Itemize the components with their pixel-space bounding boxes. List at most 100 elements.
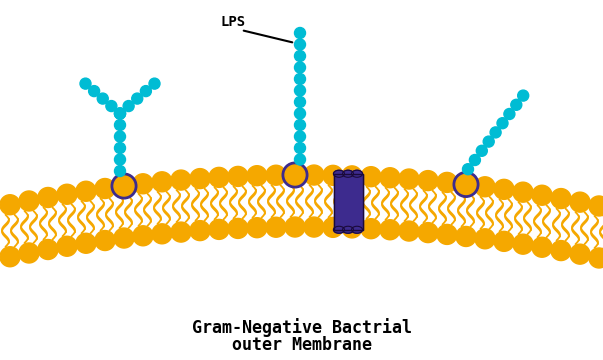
Circle shape: [19, 243, 39, 263]
Circle shape: [589, 196, 603, 216]
Circle shape: [437, 172, 457, 192]
Circle shape: [513, 182, 533, 202]
Circle shape: [114, 176, 134, 196]
Circle shape: [294, 143, 306, 153]
Circle shape: [209, 167, 229, 188]
Circle shape: [361, 167, 381, 187]
Circle shape: [532, 185, 552, 205]
Circle shape: [38, 188, 58, 207]
Ellipse shape: [352, 226, 362, 233]
Circle shape: [513, 234, 533, 254]
Circle shape: [282, 162, 308, 188]
Ellipse shape: [343, 226, 353, 233]
Circle shape: [115, 120, 125, 131]
Ellipse shape: [333, 170, 344, 177]
Circle shape: [247, 166, 267, 186]
Circle shape: [570, 244, 590, 264]
Circle shape: [570, 192, 590, 212]
Circle shape: [80, 78, 91, 89]
Circle shape: [494, 231, 514, 251]
Circle shape: [97, 93, 109, 104]
Circle shape: [494, 179, 514, 199]
Circle shape: [294, 85, 306, 96]
Circle shape: [483, 136, 494, 147]
Circle shape: [551, 240, 571, 261]
Circle shape: [294, 39, 306, 50]
Circle shape: [247, 218, 267, 238]
Circle shape: [294, 96, 306, 108]
Circle shape: [171, 170, 191, 190]
Circle shape: [38, 239, 58, 260]
Circle shape: [133, 174, 153, 194]
Circle shape: [532, 237, 552, 257]
Circle shape: [456, 175, 476, 194]
Circle shape: [115, 108, 125, 119]
Circle shape: [589, 248, 603, 268]
Ellipse shape: [333, 226, 344, 233]
Circle shape: [57, 236, 77, 256]
Circle shape: [323, 165, 343, 185]
Circle shape: [149, 78, 160, 89]
Circle shape: [497, 118, 508, 129]
Bar: [333, 174, 362, 230]
Circle shape: [551, 189, 571, 208]
Circle shape: [76, 233, 96, 253]
Circle shape: [171, 222, 191, 242]
Circle shape: [266, 165, 286, 185]
Circle shape: [418, 222, 438, 243]
Circle shape: [89, 86, 99, 96]
Bar: [343, 174, 353, 230]
Circle shape: [114, 228, 134, 248]
Circle shape: [190, 168, 210, 189]
Circle shape: [475, 177, 495, 197]
Circle shape: [453, 172, 479, 197]
Circle shape: [294, 62, 306, 73]
Circle shape: [123, 100, 134, 112]
Text: LPS: LPS: [221, 15, 245, 29]
Bar: [333, 174, 344, 230]
Circle shape: [266, 217, 286, 237]
Circle shape: [437, 224, 457, 244]
Circle shape: [475, 229, 495, 249]
Circle shape: [76, 181, 96, 201]
Circle shape: [511, 99, 522, 110]
Circle shape: [399, 221, 419, 241]
Circle shape: [106, 100, 117, 112]
Ellipse shape: [352, 170, 362, 177]
Circle shape: [152, 224, 172, 244]
Circle shape: [469, 154, 481, 166]
Circle shape: [57, 184, 77, 204]
Circle shape: [342, 166, 362, 186]
Ellipse shape: [343, 170, 353, 177]
Circle shape: [0, 195, 20, 215]
Circle shape: [115, 108, 125, 119]
Circle shape: [504, 108, 515, 120]
Circle shape: [190, 221, 210, 240]
Text: Gram-Negative Bactrial: Gram-Negative Bactrial: [192, 319, 411, 337]
Circle shape: [518, 90, 529, 101]
Circle shape: [0, 247, 20, 267]
Circle shape: [323, 217, 343, 237]
Circle shape: [228, 166, 248, 186]
Circle shape: [294, 73, 306, 85]
Circle shape: [294, 154, 306, 165]
Circle shape: [294, 120, 306, 131]
Circle shape: [342, 218, 362, 238]
Circle shape: [95, 179, 115, 198]
Circle shape: [399, 169, 419, 189]
Circle shape: [285, 217, 305, 237]
Circle shape: [152, 172, 172, 192]
Bar: [352, 174, 362, 230]
Circle shape: [456, 226, 476, 247]
Circle shape: [115, 166, 125, 176]
Circle shape: [285, 165, 305, 185]
Circle shape: [140, 86, 151, 96]
Circle shape: [209, 219, 229, 239]
Circle shape: [361, 219, 381, 239]
Circle shape: [463, 164, 473, 175]
Circle shape: [95, 230, 115, 251]
Circle shape: [111, 173, 137, 199]
Circle shape: [304, 217, 324, 237]
Circle shape: [115, 131, 125, 142]
Circle shape: [294, 50, 306, 62]
